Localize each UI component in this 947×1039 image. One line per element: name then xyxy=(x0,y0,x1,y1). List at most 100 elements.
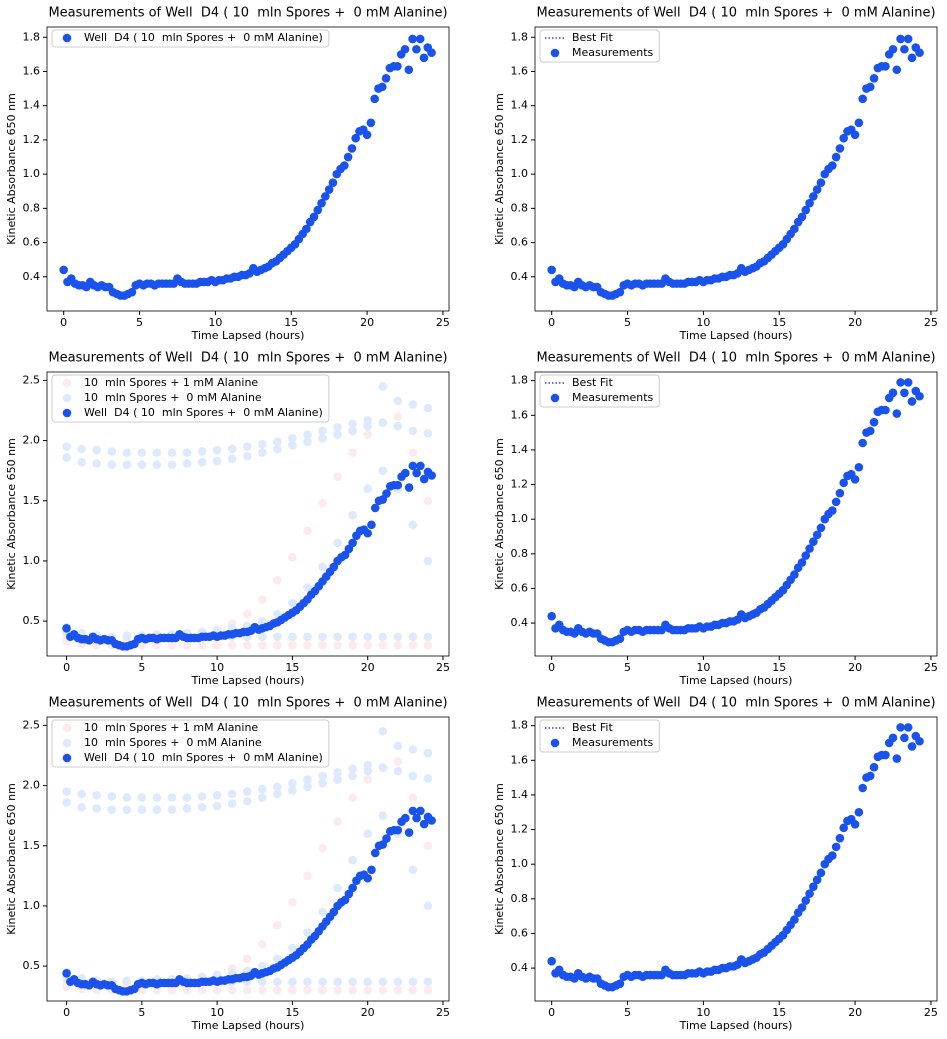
x-tick-label: 10 xyxy=(210,661,224,674)
point xyxy=(366,118,376,128)
point xyxy=(423,985,433,995)
y-tick-label: 1.4 xyxy=(511,99,529,112)
x-axis-label: Time Lapsed (hours) xyxy=(191,1019,305,1032)
subplot: Measurements of Well D4 ( 10 mln Spores … xyxy=(493,351,938,688)
x-tick-label: 0 xyxy=(548,316,555,329)
legend: Best Fit Measurements xyxy=(539,719,660,753)
point xyxy=(77,789,86,799)
legend-box xyxy=(539,374,660,408)
x-tick-label: 15 xyxy=(285,661,299,674)
point xyxy=(547,611,556,621)
point xyxy=(915,391,924,401)
point xyxy=(797,903,807,912)
y-tick-label: 1.8 xyxy=(511,30,529,43)
point xyxy=(303,977,312,987)
point xyxy=(348,419,357,429)
point xyxy=(242,442,252,451)
point xyxy=(423,496,433,506)
point xyxy=(854,807,864,817)
point xyxy=(152,985,162,995)
point xyxy=(137,448,147,457)
point xyxy=(363,829,372,839)
point xyxy=(122,448,132,457)
axes-frame xyxy=(46,716,450,1002)
y-tick-label: 1.6 xyxy=(511,64,529,77)
point xyxy=(107,447,117,456)
point xyxy=(869,74,879,83)
point xyxy=(408,520,418,530)
axes-frame xyxy=(534,26,938,312)
x-tick-label: 5 xyxy=(138,1006,145,1019)
y-tick-label: 2.0 xyxy=(23,434,41,447)
point xyxy=(393,62,402,71)
point xyxy=(122,805,132,814)
point xyxy=(408,34,417,44)
point xyxy=(242,640,252,650)
point xyxy=(182,804,192,813)
point xyxy=(303,583,312,592)
subplot: Measurements of Well D4 ( 10 mln Spores … xyxy=(493,6,938,343)
legend-marker xyxy=(550,393,560,403)
axes-frame xyxy=(46,26,450,312)
point xyxy=(62,453,71,462)
point xyxy=(273,632,282,642)
y-axis-label: Kinetic Absorbance 650 nm xyxy=(493,783,506,935)
point xyxy=(273,640,282,650)
y-tick-label: 1.0 xyxy=(23,554,41,567)
point xyxy=(801,551,811,560)
point xyxy=(378,763,388,772)
point xyxy=(333,632,342,642)
x-tick-label: 20 xyxy=(360,316,374,329)
point xyxy=(865,82,875,92)
point xyxy=(348,426,357,436)
point xyxy=(212,985,222,995)
legend: 10 mln Spores + 1 mM Alanine 10 mln Spore… xyxy=(51,374,330,423)
point xyxy=(907,53,917,63)
point xyxy=(182,793,192,802)
legend-label: Well D4 ( 10 mln Spores + 0 mM Alanine) xyxy=(84,406,323,419)
point xyxy=(615,287,625,297)
point xyxy=(227,444,237,454)
point xyxy=(242,787,252,796)
point xyxy=(303,775,312,784)
point xyxy=(333,775,342,784)
point xyxy=(896,378,905,387)
x-tick-label: 5 xyxy=(624,1006,631,1019)
point xyxy=(92,459,101,468)
legend-marker xyxy=(62,33,72,43)
point xyxy=(831,497,841,507)
point xyxy=(835,488,845,498)
point xyxy=(423,632,433,642)
point xyxy=(427,48,436,57)
point xyxy=(888,733,898,743)
point xyxy=(167,448,177,457)
y-tick-label: 2.0 xyxy=(23,779,41,792)
point xyxy=(333,977,342,987)
point xyxy=(288,786,297,795)
point xyxy=(318,778,327,788)
point xyxy=(318,771,327,781)
point xyxy=(62,442,71,451)
point xyxy=(858,783,867,793)
x-tick-label: 5 xyxy=(624,661,631,674)
point xyxy=(378,977,388,987)
point xyxy=(363,528,372,538)
y-axis-label: Kinetic Absorbance 650 nm xyxy=(493,93,506,245)
point xyxy=(401,813,410,823)
legend-box xyxy=(51,29,330,48)
point xyxy=(393,766,403,776)
x-tick-label: 25 xyxy=(436,661,450,674)
x-tick-label: 20 xyxy=(848,1006,862,1019)
point xyxy=(348,640,357,650)
x-tick-label: 5 xyxy=(624,316,631,329)
x-axis-label: Time Lapsed (hours) xyxy=(679,674,793,687)
point xyxy=(152,793,162,802)
point xyxy=(393,480,403,490)
point xyxy=(333,985,342,995)
y-tick-label: 2.5 xyxy=(23,373,41,386)
x-tick-label: 0 xyxy=(548,1006,555,1019)
point xyxy=(850,475,860,484)
x-tick-label: 0 xyxy=(63,661,70,674)
point xyxy=(182,448,192,457)
point xyxy=(303,928,312,937)
